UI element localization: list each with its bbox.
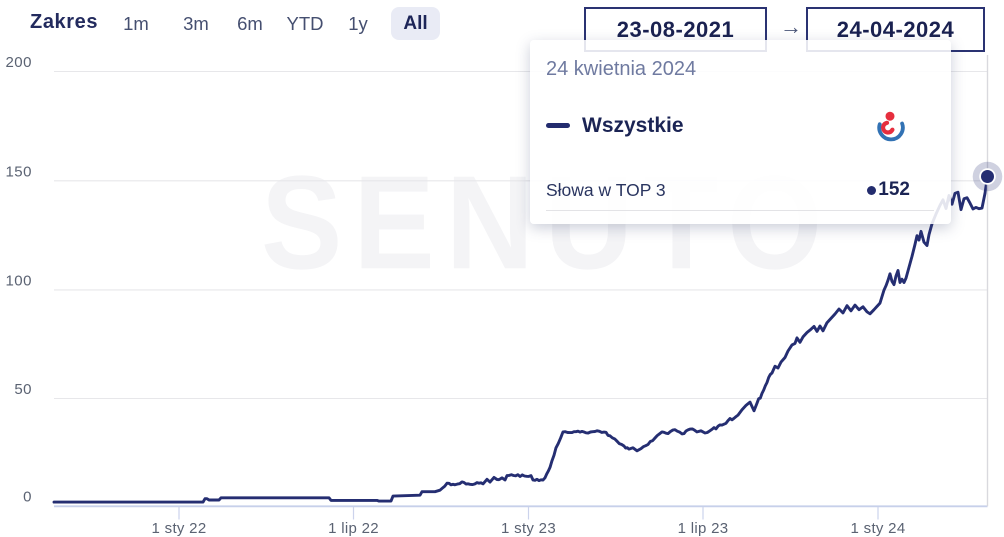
svg-text:150: 150 <box>5 163 32 180</box>
svg-text:50: 50 <box>14 381 32 398</box>
svg-text:0: 0 <box>23 489 32 506</box>
svg-text:1 lip 23: 1 lip 23 <box>678 520 729 537</box>
svg-text:1 sty 22: 1 sty 22 <box>152 520 207 537</box>
svg-text:1 sty 23: 1 sty 23 <box>501 520 556 537</box>
svg-text:200: 200 <box>5 54 32 71</box>
svg-text:100: 100 <box>5 272 32 289</box>
svg-text:1 lip 22: 1 lip 22 <box>328 520 379 537</box>
svg-text:1 sty 24: 1 sty 24 <box>851 520 906 537</box>
